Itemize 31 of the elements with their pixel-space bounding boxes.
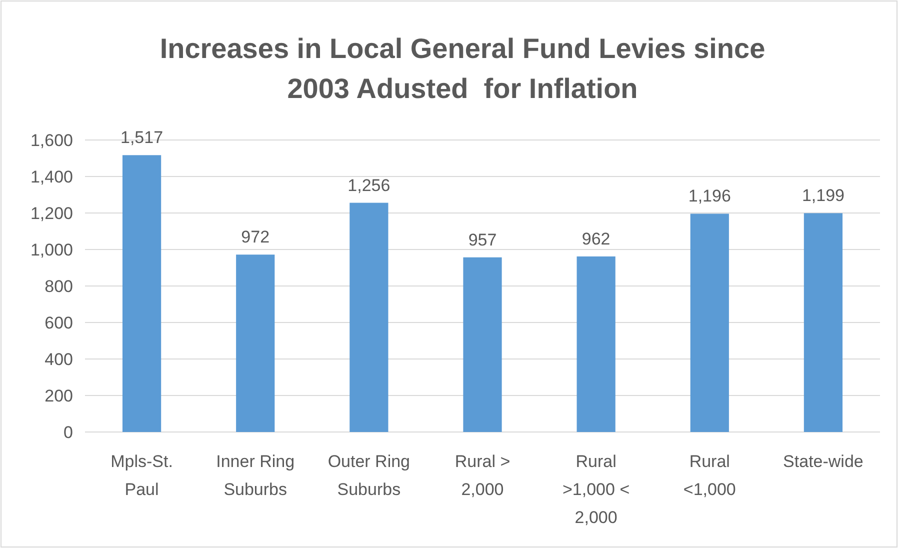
data-label: 1,199 (802, 186, 844, 206)
data-label: 972 (241, 228, 270, 247)
y-tick-label: 1,200 (30, 204, 73, 223)
bar (463, 257, 502, 432)
x-tick-label: Rural > 2,000 (454, 452, 510, 499)
y-tick-label: 400 (44, 350, 73, 369)
y-tick-label: 1,000 (30, 240, 73, 260)
y-tick-label: 1,600 (30, 130, 73, 150)
y-tick-label: 600 (44, 313, 73, 332)
data-label: 962 (582, 229, 610, 248)
y-tick-label: 800 (44, 276, 73, 296)
bar (350, 202, 388, 432)
data-label: 1,196 (688, 186, 731, 206)
x-tick-label: Outer Ring Suburbs (328, 452, 410, 499)
y-tick-label: 200 (44, 386, 73, 406)
x-tick-label: Rural <1,000 (683, 452, 736, 499)
data-label: 1,256 (348, 176, 390, 195)
data-label: 957 (468, 230, 497, 250)
data-label: 1,517 (120, 128, 164, 148)
bar (804, 213, 843, 432)
bar (690, 214, 729, 432)
chart-title: Increases in Local General Fund Levies since 2003 Adusted for Inflation (160, 33, 766, 104)
bar (576, 256, 616, 432)
x-tick-label: Mpls-St. Paul (110, 452, 173, 499)
x-tick-label: Inner Ring Suburbs (216, 452, 295, 499)
y-tick-label: 1,400 (30, 167, 73, 186)
bar (236, 254, 275, 432)
x-tick-label: Rural >1,000 < 2,000 (562, 452, 630, 527)
x-tick-label: State-wide (783, 452, 864, 471)
y-tick-label: 0 (64, 422, 73, 442)
bar (122, 155, 162, 432)
